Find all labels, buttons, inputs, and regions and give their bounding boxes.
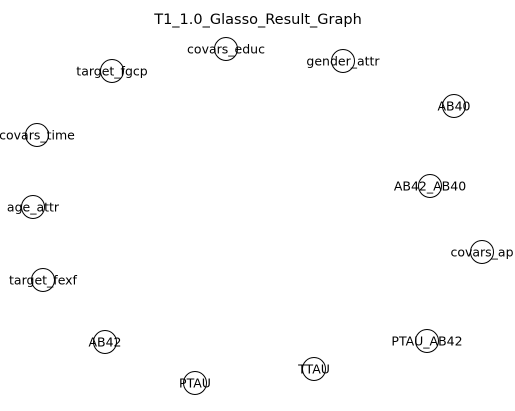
node-circle xyxy=(442,94,466,118)
graph-node-target-fgcp: target_fgcp xyxy=(76,59,148,83)
node-label: covars_educ xyxy=(187,42,265,57)
node-label: target_fgcp xyxy=(76,64,147,79)
graph-node-age-attr: age_attr xyxy=(7,195,60,219)
graph-node-ptau: PTAU xyxy=(179,371,211,395)
node-label: covars_ap xyxy=(450,245,513,260)
node-label: AB40 xyxy=(437,99,470,114)
node-label: PTAU xyxy=(179,376,211,391)
node-circle xyxy=(93,330,117,354)
node-circle xyxy=(25,123,49,147)
node-circle xyxy=(470,240,494,264)
node-circle xyxy=(31,268,55,292)
node-label: gender_attr xyxy=(306,54,380,69)
node-circle xyxy=(415,329,439,353)
graph-node-gender-attr: gender_attr xyxy=(306,49,380,73)
graph-node-ttau: TTAU xyxy=(297,357,330,381)
node-circle xyxy=(302,357,326,381)
graph-node-covars-ap: covars_ap xyxy=(450,240,514,264)
node-label: AB42 xyxy=(88,335,121,350)
graph-node-covars-educ: covars_educ xyxy=(187,37,265,61)
node-circle xyxy=(183,371,207,395)
node-label: AB42_AB40 xyxy=(394,179,466,194)
graph-title: T1_1.0_Glasso_Result_Graph xyxy=(153,12,362,28)
node-circle xyxy=(418,174,442,198)
node-circle xyxy=(21,195,45,219)
node-label: PTAU_AB42 xyxy=(391,334,462,349)
node-label: covars_time xyxy=(0,128,75,143)
node-circle xyxy=(331,49,355,73)
graph-node-ptau-ab42: PTAU_AB42 xyxy=(391,329,463,353)
graph-node-target-fexf: target_fexf xyxy=(9,268,78,292)
graph-node-ab42-ab40: AB42_AB40 xyxy=(394,174,466,198)
graph-node-covars-time: covars_time xyxy=(0,123,75,147)
node-label: target_fexf xyxy=(9,273,78,288)
graph-node-ab42: AB42 xyxy=(88,330,122,354)
nodes-layer: covars_educ gender_attr target_fgcp AB40 cov… xyxy=(0,37,514,395)
graph-node-ab40: AB40 xyxy=(437,94,471,118)
node-circle xyxy=(100,59,124,83)
node-label: TTAU xyxy=(297,362,330,377)
node-circle xyxy=(214,37,238,61)
node-label: age_attr xyxy=(7,200,60,215)
